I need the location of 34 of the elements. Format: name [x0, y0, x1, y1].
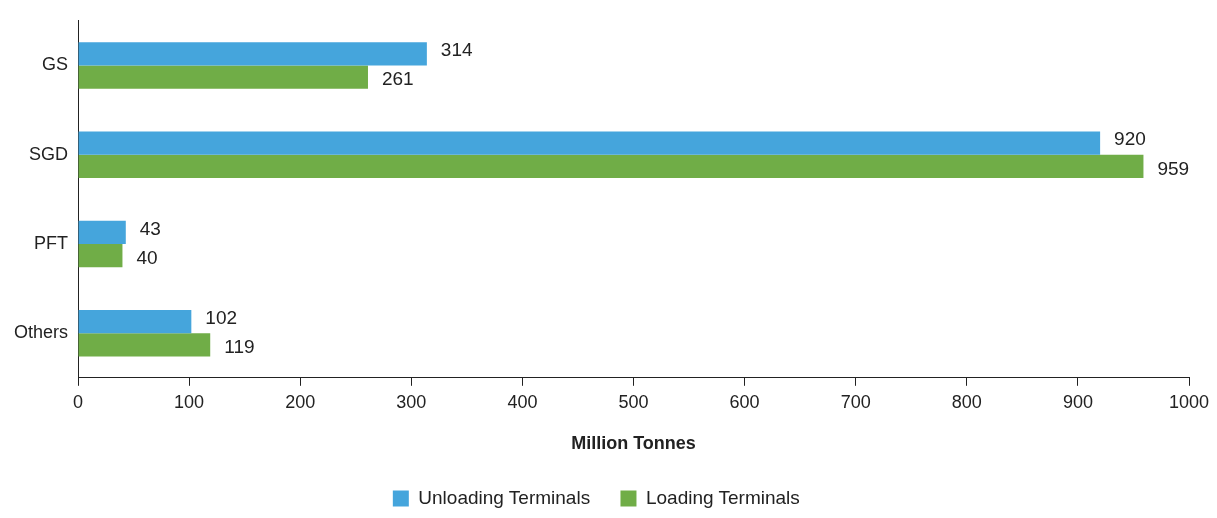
bar [78, 131, 1101, 155]
bar [78, 333, 211, 357]
data-label: 920 [1114, 128, 1146, 150]
data-label: 959 [1157, 157, 1190, 179]
bar [78, 42, 427, 66]
x-tick-label: 700 [840, 391, 871, 412]
y-tick-label: GS [42, 54, 69, 75]
y-tick-label: Others [13, 322, 69, 343]
x-tick-label: 500 [618, 391, 649, 412]
data-label: 43 [139, 217, 161, 239]
bar [78, 154, 1144, 178]
x-tick-label: 200 [285, 391, 316, 412]
data-label: 102 [205, 306, 238, 328]
x-tick-label: 100 [174, 391, 205, 412]
x-tick-label: 300 [396, 391, 427, 412]
data-label: 119 [224, 336, 255, 358]
bar [78, 65, 368, 89]
x-tick-label: 400 [507, 391, 538, 412]
data-label: 314 [440, 39, 473, 61]
bar [78, 243, 123, 268]
y-tick-label: PFT [34, 232, 69, 253]
y-tick-label: SGD [29, 143, 69, 164]
x-tick-label: 900 [1062, 391, 1093, 412]
x-axis-title: Million Tonnes [571, 433, 696, 454]
bar [78, 220, 126, 244]
bar [78, 309, 192, 334]
x-tick-label: 600 [729, 391, 760, 412]
x-tick-label: 1000 [1168, 391, 1210, 412]
data-label: 261 [381, 68, 414, 90]
x-tick-label: 800 [951, 391, 982, 412]
legend-label: Unloading Terminals [418, 486, 591, 508]
data-label: 40 [136, 246, 158, 268]
legend-label: Loading Terminals [645, 486, 800, 508]
x-tick-label: 0 [73, 391, 84, 412]
